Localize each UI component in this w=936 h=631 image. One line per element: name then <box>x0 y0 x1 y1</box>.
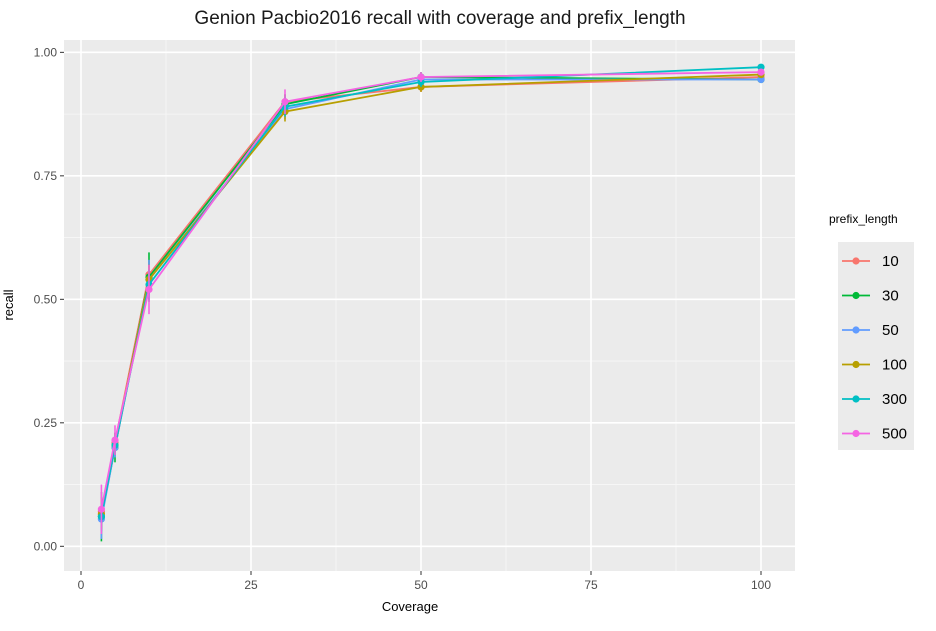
legend-item-500: 500 <box>842 426 907 443</box>
data-point <box>145 285 153 294</box>
y-tick-label: 1.00 <box>34 45 58 59</box>
x-axis-ticks: 0 25 50 75 100 <box>78 571 771 592</box>
x-tick-label: 100 <box>751 578 771 592</box>
y-tick-label: 0.75 <box>34 169 58 183</box>
data-point <box>757 75 765 84</box>
data-point <box>97 505 105 513</box>
x-tick-label: 0 <box>78 578 85 592</box>
x-tick-label: 25 <box>244 578 258 592</box>
legend-item-100: 100 <box>842 357 907 374</box>
plot-panel <box>64 40 795 571</box>
chart-title: Genion Pacbio2016 recall with coverage a… <box>194 8 685 29</box>
legend-item-300: 300 <box>842 391 907 408</box>
series-line <box>100 71 762 510</box>
legend-label: 100 <box>882 357 907 374</box>
legend-label: 30 <box>882 288 899 305</box>
legend-item-50: 50 <box>842 322 899 339</box>
data-point <box>111 436 119 444</box>
legend-key-point <box>852 326 860 334</box>
legend-item-10: 10 <box>842 253 899 270</box>
y-tick-label: 0.00 <box>34 539 58 553</box>
legend-key-point <box>852 395 860 403</box>
x-tick-label: 75 <box>584 578 598 592</box>
data-point <box>757 63 765 71</box>
legend-label: 50 <box>882 322 899 339</box>
legend-label: 10 <box>882 253 899 270</box>
grid-major <box>64 40 795 571</box>
y-axis-ticks: 0.00 0.25 0.50 0.75 1.00 <box>34 45 64 553</box>
x-axis-title: Coverage <box>382 599 438 614</box>
legend-item-30: 30 <box>842 288 899 305</box>
legend-key-background <box>838 242 914 450</box>
legend-label: 300 <box>882 391 907 408</box>
series-layer <box>97 63 765 542</box>
y-tick-label: 0.25 <box>34 416 58 430</box>
legend-key-point <box>852 257 860 265</box>
data-point <box>757 68 765 76</box>
y-axis-title: recall <box>1 289 16 320</box>
legend-key-point <box>852 291 860 300</box>
y-tick-label: 0.50 <box>34 292 58 306</box>
x-tick-label: 50 <box>414 578 428 592</box>
legend-label: 500 <box>882 426 907 443</box>
legend-key-point <box>852 360 860 369</box>
data-point <box>417 73 425 81</box>
legend: prefix_length 10 30 50 100 300 500 <box>829 212 914 450</box>
legend-key-point <box>852 429 860 438</box>
legend-title: prefix_length <box>829 212 898 226</box>
data-point <box>281 98 289 106</box>
series-500 <box>97 68 765 534</box>
